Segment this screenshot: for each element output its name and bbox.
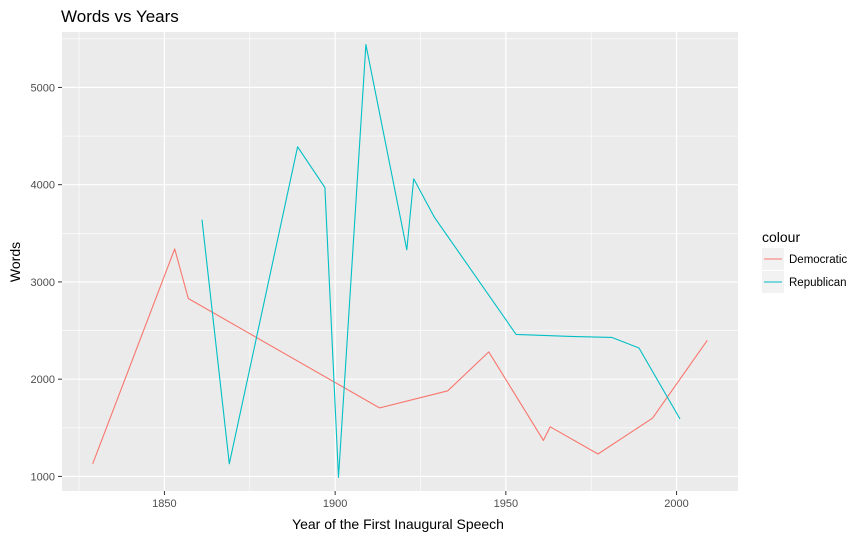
major-gridlines xyxy=(62,32,738,491)
y-tick-label: 1000 xyxy=(31,471,55,483)
y-tick-label: 4000 xyxy=(31,180,55,192)
minor-gridlines xyxy=(62,32,738,491)
series-line-democratic xyxy=(92,248,708,464)
plot-panel xyxy=(62,32,738,491)
y-tick-label: 5000 xyxy=(31,82,55,94)
y-axis: 1000 2000 3000 4000 5000 xyxy=(31,82,62,483)
series-lines xyxy=(92,44,708,478)
x-axis: 1850 1900 1950 2000 xyxy=(152,491,689,510)
y-tick-label: 3000 xyxy=(31,277,55,289)
x-tick-label: 1950 xyxy=(494,498,518,510)
legend-label: Democratic xyxy=(789,254,847,266)
y-tick-label: 2000 xyxy=(31,374,55,386)
legend-item-democratic: Democratic xyxy=(762,248,847,270)
x-tick-label: 2000 xyxy=(664,498,688,510)
legend-item-republican: Republican xyxy=(762,271,847,293)
x-axis-title: Year of the First Inaugural Speech xyxy=(292,516,504,532)
series-line-republican xyxy=(201,44,681,478)
legend-label: Republican xyxy=(789,277,847,289)
y-axis-title: Words xyxy=(7,242,23,282)
x-tick-label: 1900 xyxy=(323,498,347,510)
x-tick-label: 1850 xyxy=(152,498,176,510)
legend-title: colour xyxy=(762,229,800,245)
chart-title: Words vs Years xyxy=(61,7,179,26)
legend: colour Democratic Republican xyxy=(762,229,847,293)
